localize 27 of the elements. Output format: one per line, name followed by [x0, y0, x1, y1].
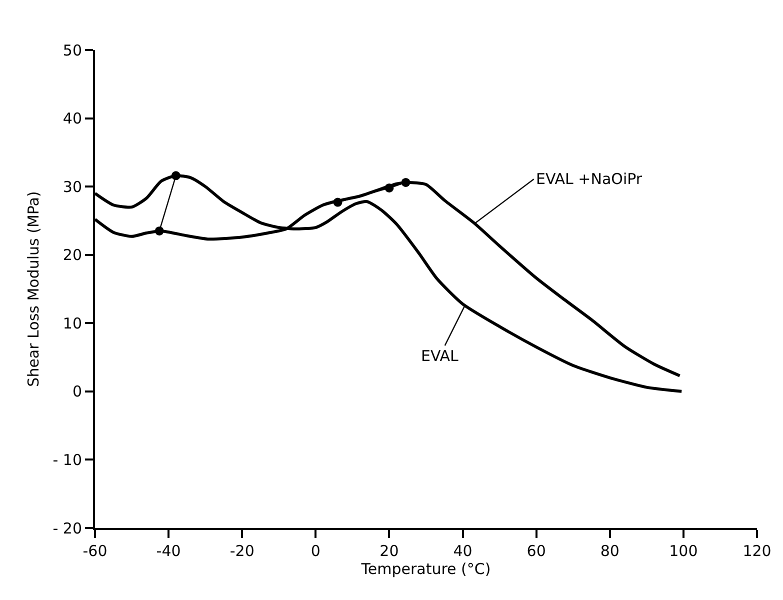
y-tick-label: 50 — [62, 41, 82, 60]
x-tick-label: 80 — [600, 542, 620, 560]
x-tick-label: 60 — [526, 542, 546, 560]
x-axis-title: Temperature (°C) — [360, 560, 491, 578]
annotation: EVAL — [421, 347, 460, 365]
y-tick-label: 0 — [72, 382, 82, 401]
x-tick-label: 20 — [380, 542, 399, 560]
y-tick-label: - 10 — [52, 450, 82, 469]
point — [333, 198, 342, 207]
y-tick-label: - 20 — [52, 519, 82, 538]
x-tick-label: 0 — [310, 542, 320, 560]
y-axis-title: Shear Loss Modulus (MPa) — [24, 191, 42, 387]
x-tick-label: 120 — [742, 542, 772, 560]
y-tick-label: 10 — [62, 314, 82, 332]
point — [384, 183, 394, 192]
point — [401, 178, 410, 187]
x-tick-label: -40 — [156, 542, 181, 560]
x-tick-label: -60 — [82, 542, 108, 560]
annotation: EVAL +NaOiPr — [536, 170, 643, 188]
y-tick-label: 30 — [62, 178, 82, 196]
x-tick-label: 100 — [669, 542, 698, 560]
x-tick-label: 40 — [453, 542, 472, 560]
y-tick-label: 20 — [62, 246, 82, 264]
y-tick-label: 40 — [62, 110, 82, 128]
point — [154, 226, 164, 236]
x-tick-label: -20 — [230, 542, 254, 560]
point — [171, 171, 180, 180]
